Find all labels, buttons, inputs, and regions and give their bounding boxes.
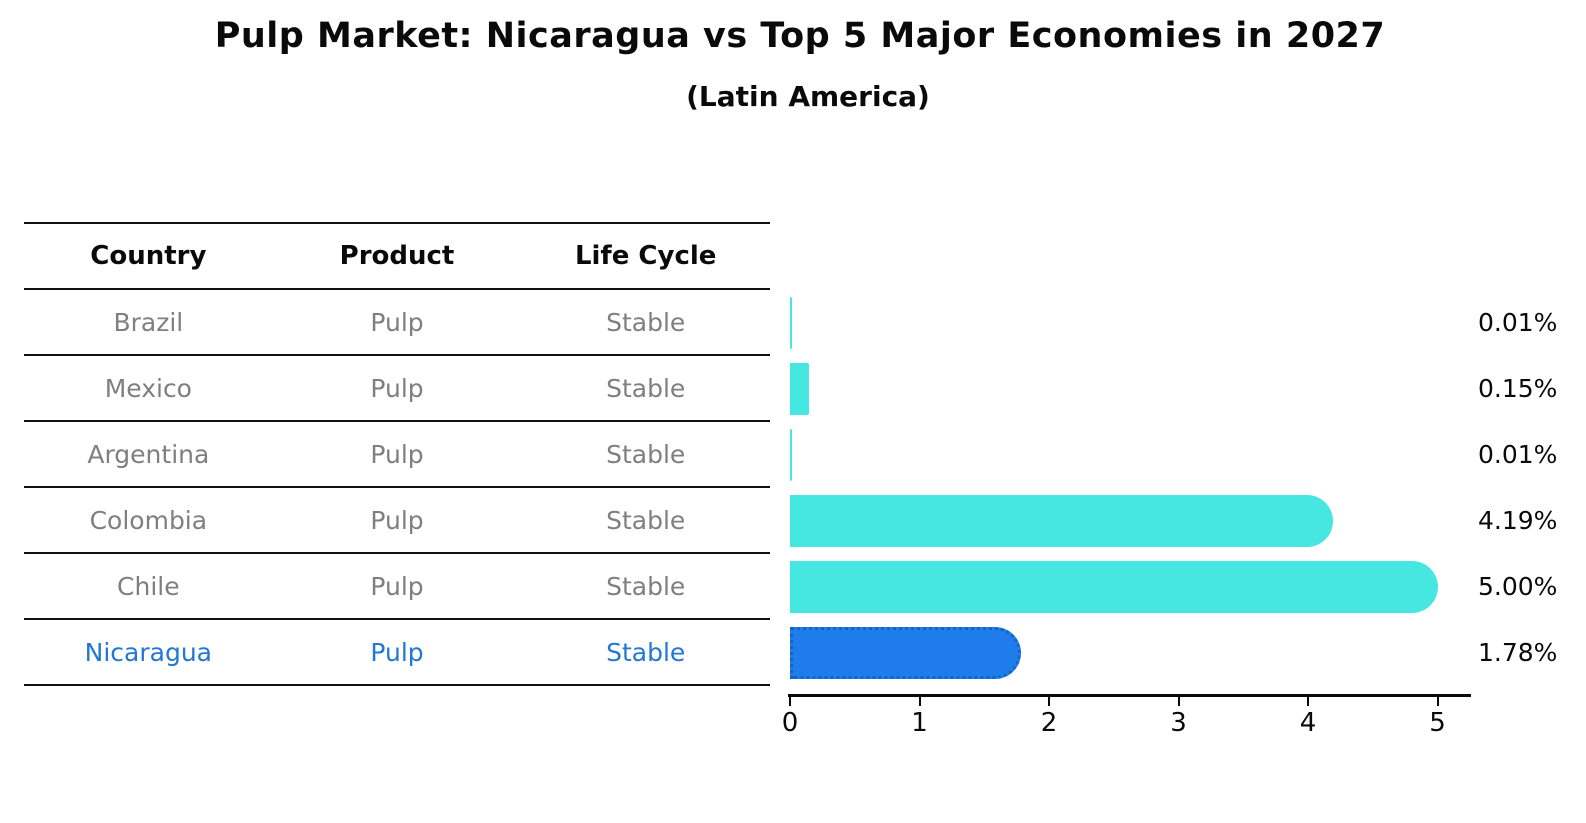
table-cell-product: Pulp	[370, 439, 424, 469]
x-axis-tick-mark	[1177, 696, 1180, 706]
x-axis-tick-label: 4	[1299, 708, 1317, 738]
table-cell-lifecycle: Stable	[606, 307, 686, 337]
bar-brazil	[790, 297, 792, 349]
table-header-product: Product	[339, 241, 455, 271]
bar-value-label-brazil: 0.01%	[1478, 308, 1558, 337]
x-axis-tick-label: 2	[1040, 708, 1058, 738]
table-cell-lifecycle: Stable	[606, 637, 686, 667]
table-cell-product: Pulp	[370, 571, 424, 601]
table-cell-product: Pulp	[370, 373, 424, 403]
bar-chile	[790, 561, 1438, 613]
table-cell-country: Nicaragua	[84, 637, 212, 667]
table-cell-lifecycle: Stable	[606, 439, 686, 469]
bar-value-label-chile: 5.00%	[1478, 572, 1558, 601]
table-cell-lifecycle: Stable	[606, 373, 686, 403]
x-axis-line	[788, 694, 1471, 697]
bar-value-label-argentina: 0.01%	[1478, 440, 1558, 469]
table-row-chile: Chile Pulp Stable	[24, 554, 770, 620]
bar-argentina	[790, 429, 792, 481]
summary-table: Country Product Life Cycle Brazil Pulp Sta…	[24, 222, 770, 686]
x-axis-tick-label: 0	[781, 708, 799, 738]
x-axis-tick-label: 1	[911, 708, 928, 738]
bar-value-label-mexico: 0.15%	[1478, 374, 1558, 403]
bar-colombia	[790, 495, 1333, 547]
bar-value-label-nicaragua: 1.78%	[1478, 638, 1558, 667]
x-axis-tick-mark	[1307, 696, 1309, 706]
x-axis-tick-mark	[918, 696, 921, 706]
table-cell-lifecycle: Stable	[606, 571, 686, 601]
table-cell-product: Pulp	[370, 307, 424, 337]
table-row-nicaragua: Nicaragua Pulp Stable	[24, 620, 770, 686]
table-cell-lifecycle: Stable	[606, 505, 686, 535]
table-cell-country: Chile	[117, 571, 180, 601]
bar-mexico	[790, 363, 810, 415]
table-cell-country: Mexico	[104, 373, 192, 403]
table-cell-product: Pulp	[370, 637, 424, 667]
table-cell-product: Pulp	[370, 505, 424, 535]
table-row-colombia: Colombia Pulp Stable	[24, 488, 770, 554]
table-header-lifecycle: Life Cycle	[574, 241, 717, 271]
x-axis-tick-mark	[789, 696, 791, 706]
x-axis-tick-mark	[1436, 696, 1439, 706]
table-header-row: Country Product Life Cycle	[24, 222, 770, 290]
bar-nicaragua	[790, 627, 1021, 679]
x-axis-tick-label: 3	[1170, 708, 1187, 738]
table-row-argentina: Argentina Pulp Stable	[24, 422, 770, 488]
table-cell-country: Colombia	[89, 505, 208, 535]
table-row-mexico: Mexico Pulp Stable	[24, 356, 770, 422]
x-axis-tick-label: 5	[1429, 708, 1446, 738]
bar-value-label-colombia: 4.19%	[1478, 506, 1558, 535]
table-body: Brazil Pulp Stable Mexico Pulp Stable Argentin…	[24, 290, 770, 686]
x-axis-tick-mark	[1048, 696, 1050, 706]
table-cell-country: Brazil	[113, 307, 184, 337]
table-cell-country: Argentina	[87, 439, 210, 469]
table-row-brazil: Brazil Pulp Stable	[24, 290, 770, 356]
chart-subtitle: (Latin America)	[686, 80, 930, 113]
chart-title: Pulp Market: Nicaragua vs Top 5 Major Ec…	[214, 16, 1386, 56]
table-header-country: Country	[90, 241, 207, 271]
